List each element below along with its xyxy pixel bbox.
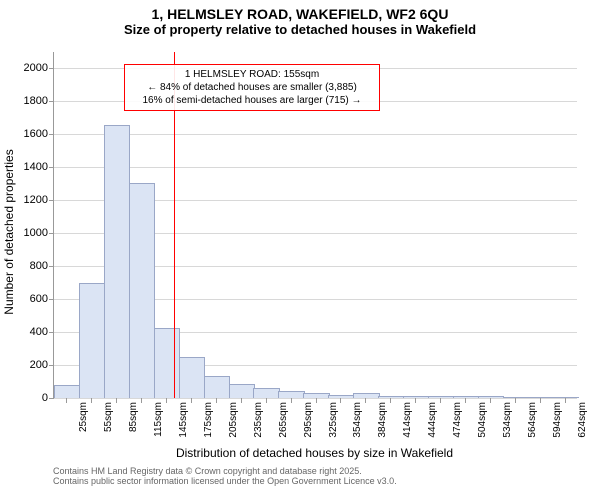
histogram-bar: [204, 376, 230, 398]
grid-line: [54, 167, 577, 168]
grid-line: [54, 134, 577, 135]
x-tick-mark: [565, 398, 566, 403]
x-tick-mark: [66, 398, 67, 403]
x-tick-label: 325sqm: [324, 402, 339, 438]
page-subtitle: Size of property relative to detached ho…: [0, 22, 600, 37]
histogram-bar: [154, 328, 180, 398]
x-tick-mark: [515, 398, 516, 403]
y-tick-label: 1200: [24, 194, 54, 206]
histogram-bar: [428, 396, 454, 398]
y-tick-label: 2000: [24, 62, 54, 74]
x-tick-mark: [291, 398, 292, 403]
x-tick-mark: [340, 398, 341, 403]
y-tick-label: 400: [30, 326, 54, 338]
y-tick-label: 800: [30, 260, 54, 272]
x-tick-mark: [91, 398, 92, 403]
x-tick-label: 594sqm: [548, 402, 563, 438]
x-tick-mark: [540, 398, 541, 403]
x-tick-mark: [440, 398, 441, 403]
histogram-plot: 020040060080010001200140016001800200025s…: [53, 52, 577, 399]
x-tick-label: 354sqm: [348, 402, 363, 438]
page-title: 1, HELMSLEY ROAD, WAKEFIELD, WF2 6QU: [0, 0, 600, 22]
x-axis-label: Distribution of detached houses by size …: [53, 446, 576, 460]
x-tick-label: 265sqm: [274, 402, 289, 438]
histogram-bar: [527, 397, 553, 398]
x-tick-mark: [415, 398, 416, 403]
annotation-line-1: ← 84% of detached houses are smaller (3,…: [131, 81, 373, 94]
histogram-bar: [403, 396, 429, 398]
histogram-bar: [179, 357, 205, 398]
x-tick-label: 384sqm: [373, 402, 388, 438]
x-tick-label: 474sqm: [448, 402, 463, 438]
annotation-box: 1 HELMSLEY ROAD: 155sqm ← 84% of detache…: [124, 64, 380, 111]
histogram-bar: [503, 397, 529, 398]
x-tick-label: 85sqm: [124, 402, 139, 432]
x-tick-mark: [390, 398, 391, 403]
x-tick-label: 175sqm: [199, 402, 214, 438]
histogram-bar: [54, 385, 80, 398]
x-tick-label: 55sqm: [99, 402, 114, 432]
y-tick-label: 1000: [24, 227, 54, 239]
y-tick-label: 600: [30, 293, 54, 305]
x-tick-label: 414sqm: [398, 402, 413, 438]
y-tick-label: 200: [30, 359, 54, 371]
x-tick-mark: [465, 398, 466, 403]
histogram-bar: [552, 397, 578, 398]
footer-line-1: Contains HM Land Registry data © Crown c…: [53, 466, 397, 476]
x-tick-label: 145sqm: [174, 402, 189, 438]
x-tick-mark: [266, 398, 267, 403]
x-tick-mark: [166, 398, 167, 403]
x-tick-label: 25sqm: [74, 402, 89, 432]
histogram-bar: [278, 391, 304, 398]
x-tick-mark: [241, 398, 242, 403]
x-tick-mark: [191, 398, 192, 403]
histogram-bar: [253, 388, 279, 398]
x-tick-label: 534sqm: [498, 402, 513, 438]
x-tick-mark: [216, 398, 217, 403]
x-tick-mark: [316, 398, 317, 403]
x-tick-label: 295sqm: [299, 402, 314, 438]
x-tick-label: 235sqm: [249, 402, 264, 438]
annotation-line-2: 16% of semi-detached houses are larger (…: [131, 94, 373, 107]
chart-container: 1, HELMSLEY ROAD, WAKEFIELD, WF2 6QU Siz…: [0, 0, 600, 500]
x-tick-label: 115sqm: [149, 402, 164, 437]
y-axis-label: Number of detached properties: [2, 142, 16, 322]
histogram-bar: [229, 384, 255, 398]
annotation-title: 1 HELMSLEY ROAD: 155sqm: [131, 68, 373, 81]
x-tick-mark: [116, 398, 117, 403]
histogram-bar: [129, 183, 155, 398]
x-tick-label: 624sqm: [573, 402, 588, 438]
footer-line-2: Contains public sector information licen…: [53, 476, 397, 486]
x-tick-mark: [141, 398, 142, 403]
y-tick-label: 1600: [24, 128, 54, 140]
histogram-bar: [378, 396, 404, 398]
x-tick-label: 504sqm: [473, 402, 488, 438]
histogram-bar: [353, 393, 379, 398]
x-tick-label: 564sqm: [523, 402, 538, 438]
x-tick-mark: [490, 398, 491, 403]
footer-attribution: Contains HM Land Registry data © Crown c…: [53, 466, 397, 486]
y-tick-label: 1400: [24, 161, 54, 173]
histogram-bar: [453, 396, 479, 398]
histogram-bar: [104, 125, 130, 398]
y-tick-label: 0: [42, 392, 54, 404]
x-tick-label: 205sqm: [224, 402, 239, 438]
x-tick-mark: [365, 398, 366, 403]
x-tick-label: 444sqm: [423, 402, 438, 438]
y-tick-label: 1800: [24, 95, 54, 107]
histogram-bar: [478, 396, 504, 398]
histogram-bar: [328, 395, 354, 398]
histogram-bar: [79, 283, 105, 398]
